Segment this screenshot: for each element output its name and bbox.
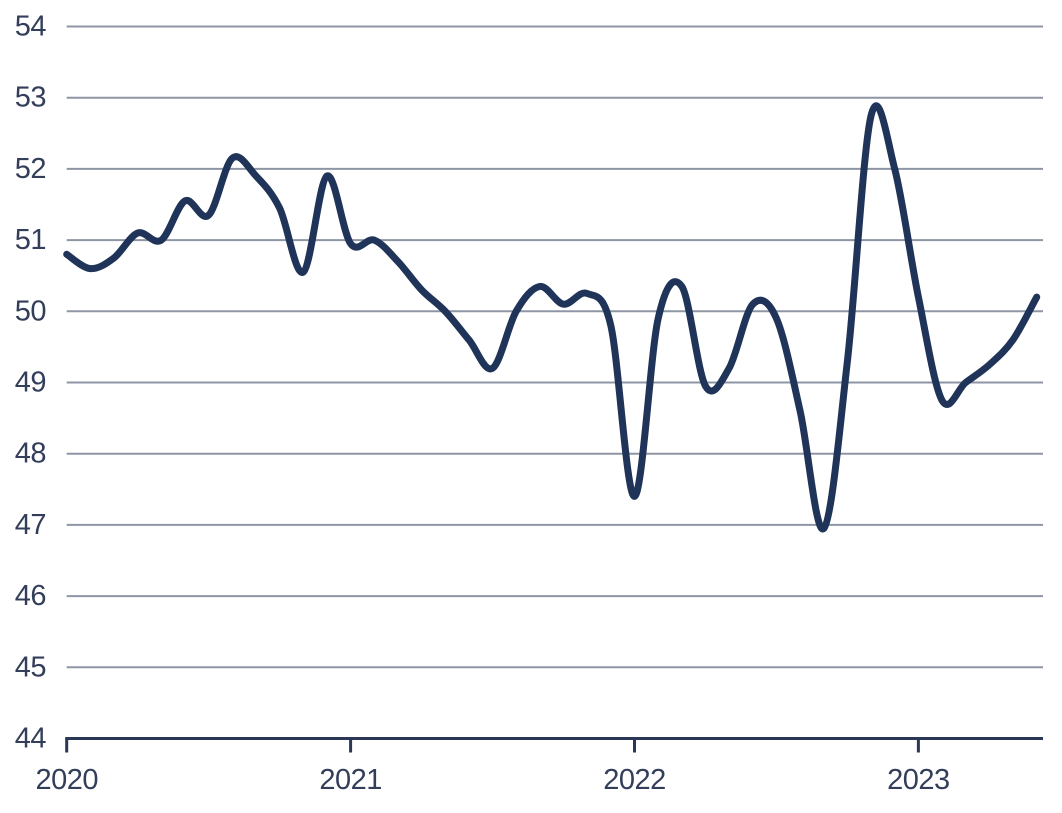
x-tick-label-2023: 2023 [887, 764, 950, 796]
y-tick-label-52: 52 [15, 153, 46, 185]
x-tick-label-2022: 2022 [603, 764, 666, 796]
y-tick-label-54: 54 [15, 11, 47, 43]
data-line-index [63, 102, 1041, 533]
y-tick-label-44: 44 [15, 723, 47, 755]
y-tick-label-46: 46 [15, 580, 46, 612]
y-tick-label-45: 45 [15, 651, 46, 683]
y-tick-label-49: 49 [15, 367, 46, 399]
y-tick-label-47: 47 [15, 509, 46, 541]
y-tick-label-48: 48 [15, 438, 46, 470]
y-tick-label-51: 51 [15, 224, 46, 256]
x-tick-label-2021: 2021 [319, 764, 382, 796]
y-tick-label-53: 53 [15, 82, 46, 114]
x-tick-label-2020: 2020 [35, 764, 98, 796]
y-tick-label-50: 50 [15, 295, 46, 327]
